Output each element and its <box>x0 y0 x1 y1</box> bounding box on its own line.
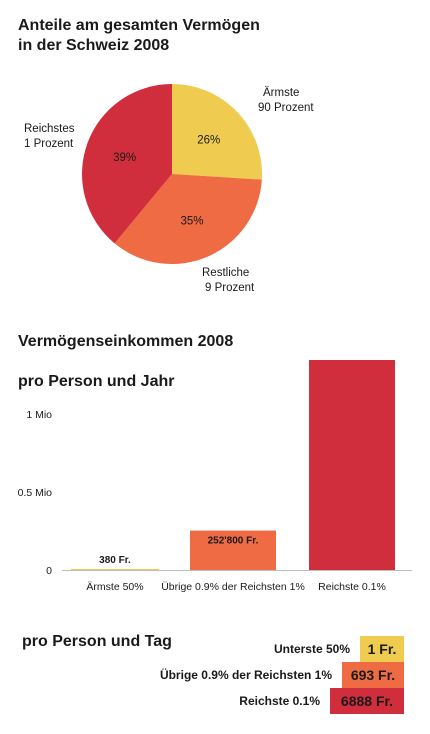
x-tick-label: Reichste 0.1% <box>318 581 386 593</box>
pie-legend-rest-line2: 9 Prozent <box>205 282 255 294</box>
pie-legend-richest-line1: Reichstes <box>24 123 75 135</box>
per-day-value-box: 6888 Fr. <box>330 688 404 714</box>
pie-legend-poorest-line2: 90 Prozent <box>258 102 314 114</box>
pie-title-line1: Anteile am gesamten Vermögen <box>18 17 260 34</box>
bar-data-label: 380 Fr. <box>99 555 131 566</box>
bar-chart-subtitle: pro Person und Jahr <box>18 373 175 390</box>
bar-data-label: 252'800 Fr. <box>208 536 259 547</box>
pie-legend-rest: Restliche 9 Prozent <box>202 266 254 296</box>
bar <box>71 569 159 570</box>
per-day-label: Übrige 0.9% der Reichsten 1% <box>159 668 332 682</box>
pie-slice <box>172 84 262 180</box>
y-tick-label: 1 Mio <box>26 409 52 421</box>
pie-chart-title: Anteile am gesamten Vermögen in der Schw… <box>18 16 318 56</box>
per-day-row-richest: Reichste 0.1% 6888 Fr. <box>239 688 404 714</box>
pie-slice <box>114 174 262 264</box>
bar <box>190 530 276 570</box>
x-tick-label: Übrige 0.9% der Reichsten 1% <box>161 581 305 593</box>
bar-chart-title: Vermögenseinkommen 2008 <box>18 333 234 350</box>
pie-title-line2: in der Schweiz 2008 <box>18 37 170 54</box>
per-day-label: Reichste 0.1% <box>239 694 320 708</box>
per-day-row-other: Übrige 0.9% der Reichsten 1% 693 Fr. <box>160 662 404 688</box>
per-day-label: Unterste 50% <box>273 642 350 656</box>
pie-legend-poorest-line1: Ärmste <box>263 87 300 99</box>
pie-slice-label: 26% <box>197 134 220 146</box>
y-tick-label: 0 <box>46 565 52 577</box>
pie-legend-poorest: Ärmste 90 Prozent <box>258 86 314 116</box>
y-tick-label: 0.5 Mio <box>18 487 53 499</box>
per-day-title: pro Person und Tag <box>22 633 172 650</box>
per-day-value-box: 693 Fr. <box>342 662 404 688</box>
pie-legend-richest: Reichstes 1 Prozent <box>24 122 75 152</box>
pie-chart: 26% 35% 39% <box>82 84 262 264</box>
pie-slice <box>82 84 172 244</box>
pie-legend-richest-line2: 1 Prozent <box>24 138 74 150</box>
pie-slice-label: 35% <box>181 215 204 227</box>
bar <box>309 360 395 570</box>
x-tick-label: Ärmste 50% <box>86 581 143 593</box>
pie-slice-label: 39% <box>113 152 136 164</box>
pie-legend-rest-line1: Restliche <box>202 267 250 279</box>
per-day-row-bottom50: Unterste 50% 1 Fr. <box>274 636 404 662</box>
per-day-value-box: 1 Fr. <box>360 636 404 662</box>
